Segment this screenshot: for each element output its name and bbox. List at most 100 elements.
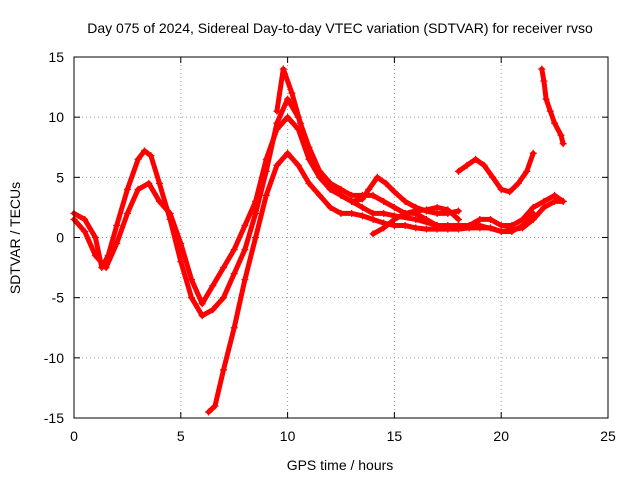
data-point <box>508 227 516 235</box>
data-point <box>380 224 388 232</box>
data-point <box>454 167 462 175</box>
x-tick-label: 20 <box>493 428 509 444</box>
data-point <box>166 209 174 217</box>
data-point <box>412 207 420 215</box>
data-point <box>326 179 334 187</box>
data-point <box>559 140 567 148</box>
data-point <box>284 95 292 103</box>
x-tick-label: 10 <box>280 428 296 444</box>
data-point <box>551 191 559 199</box>
data-point <box>489 173 497 181</box>
data-point <box>546 107 554 115</box>
data-point <box>369 209 377 217</box>
data-point <box>326 203 334 211</box>
data-point <box>542 95 550 103</box>
data-point <box>296 119 304 127</box>
data-point <box>382 179 390 187</box>
y-tick-label: -10 <box>44 350 64 366</box>
data-point <box>284 149 292 157</box>
data-point <box>113 221 121 229</box>
data-point <box>401 221 409 229</box>
data-point <box>365 185 373 193</box>
data-point <box>134 155 142 163</box>
data-point <box>91 252 99 260</box>
data-point <box>540 77 548 85</box>
data-point <box>480 161 488 169</box>
data-point <box>390 221 398 229</box>
data-point <box>444 225 452 233</box>
data-point <box>497 227 505 235</box>
y-tick-label: 10 <box>48 109 64 125</box>
data-point <box>401 209 409 217</box>
data-point <box>273 107 281 115</box>
x-axis-label: GPS time / hours <box>287 457 394 473</box>
data-point <box>273 125 281 133</box>
data-point <box>380 209 388 217</box>
data-point <box>241 246 249 254</box>
data-point <box>369 230 377 238</box>
y-tick-label: 5 <box>56 169 64 185</box>
x-tick-label: 15 <box>387 428 403 444</box>
data-point <box>147 152 155 160</box>
data-point <box>177 240 185 248</box>
data-point <box>433 203 441 211</box>
data-point <box>241 276 249 284</box>
data-point <box>487 224 495 232</box>
data-point <box>472 155 480 163</box>
data-point <box>316 191 324 199</box>
data-point <box>540 197 548 205</box>
data-point <box>487 215 495 223</box>
data-point <box>113 240 121 248</box>
data-point <box>123 185 131 193</box>
data-point <box>529 209 537 217</box>
data-point <box>305 179 313 187</box>
data-point <box>390 203 398 211</box>
data-point <box>529 149 537 157</box>
x-tick-label: 0 <box>70 428 78 444</box>
data-point <box>358 203 366 211</box>
data-point <box>81 215 89 223</box>
y-tick-label: 15 <box>48 49 64 65</box>
data-point <box>506 188 514 196</box>
data-point <box>380 197 388 205</box>
data-point <box>209 282 217 290</box>
series-track-7 <box>539 66 566 147</box>
data-point <box>230 246 238 254</box>
data-point <box>134 185 142 193</box>
x-tick-label: 25 <box>600 428 616 444</box>
data-point <box>463 161 471 169</box>
data-point <box>476 224 484 232</box>
data-point <box>316 167 324 175</box>
data-point <box>444 206 452 214</box>
data-point <box>220 294 228 302</box>
data-point <box>241 221 249 229</box>
data-series <box>70 65 567 416</box>
data-point <box>390 188 398 196</box>
data-point <box>497 221 505 229</box>
series-track-2 <box>71 114 566 307</box>
data-point <box>337 209 345 217</box>
series-track-5 <box>456 150 536 195</box>
data-point <box>519 221 527 229</box>
data-point <box>557 131 565 139</box>
data-point <box>123 209 131 217</box>
data-point <box>230 270 238 278</box>
data-point <box>454 207 462 215</box>
data-point <box>230 324 238 332</box>
data-point <box>523 167 531 175</box>
data-point <box>211 402 219 410</box>
data-point <box>220 366 228 374</box>
data-point <box>102 264 110 272</box>
y-tick-label: -5 <box>52 290 65 306</box>
series-track-4 <box>274 66 461 216</box>
data-point <box>91 234 99 241</box>
data-point <box>262 191 270 199</box>
data-point <box>497 185 505 193</box>
data-point <box>198 312 206 320</box>
data-point <box>529 203 537 211</box>
grid <box>74 57 608 418</box>
chart-title: Day 075 of 2024, Sidereal Day-to-day VTE… <box>87 20 593 36</box>
data-point <box>294 161 302 169</box>
data-point <box>81 227 89 235</box>
